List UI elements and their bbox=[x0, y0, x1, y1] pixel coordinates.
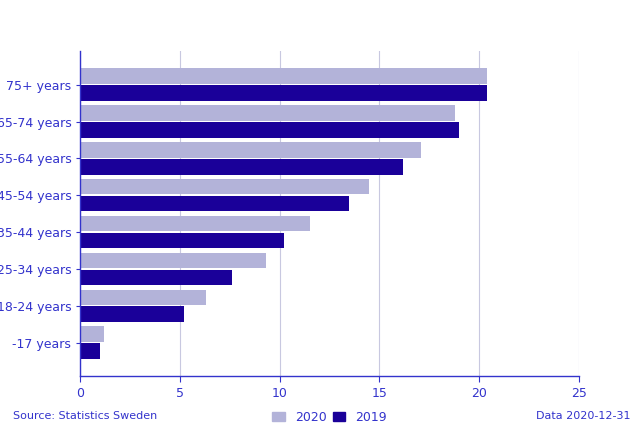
Bar bbox=[80, 216, 310, 231]
Bar bbox=[80, 179, 370, 195]
Bar bbox=[80, 307, 184, 322]
Bar bbox=[80, 269, 232, 285]
Bar bbox=[80, 105, 455, 121]
Bar bbox=[80, 69, 487, 84]
Bar bbox=[80, 233, 284, 248]
Bar bbox=[80, 85, 487, 101]
Bar bbox=[80, 343, 100, 359]
Legend: 2020, 2019: 2020, 2019 bbox=[267, 406, 392, 423]
Bar bbox=[80, 289, 206, 305]
Bar bbox=[80, 196, 350, 212]
Text: Data 2020-12-31: Data 2020-12-31 bbox=[536, 411, 630, 421]
Text: Source: Statistics Sweden: Source: Statistics Sweden bbox=[13, 411, 157, 421]
Bar bbox=[80, 327, 104, 342]
Bar bbox=[80, 253, 266, 268]
Bar bbox=[80, 159, 403, 175]
Bar bbox=[80, 122, 459, 138]
Bar bbox=[80, 142, 421, 158]
